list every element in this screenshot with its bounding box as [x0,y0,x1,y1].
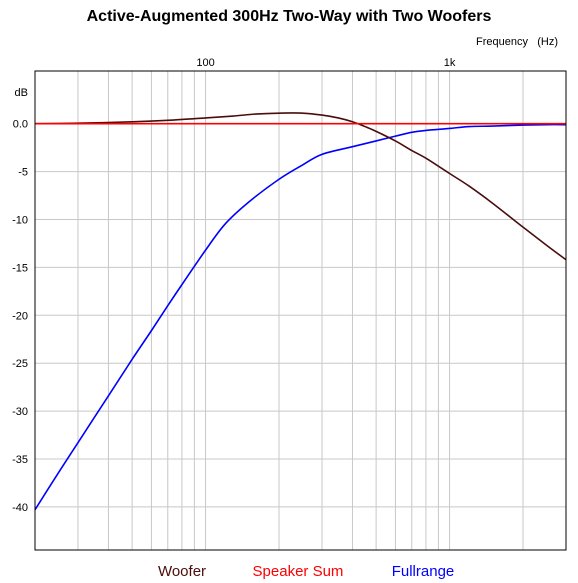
y-tick-label: -15 [12,262,28,274]
x-axis-label: Frequency [476,36,528,48]
y-tick-label: -30 [12,406,28,418]
y-tick-label: -10 [12,214,28,226]
legend: Woofer Speaker Sum Fullrange [158,563,454,580]
x-tick-label: 100 [196,57,214,69]
plot-frame [34,70,567,551]
y-axis-label: dB [15,87,28,99]
y-axis-ticks: 0.0 -5 -10 -15 -20 -25 -30 -35 -40 [12,119,28,514]
legend-item-fullrange: Fullrange [392,563,455,580]
y-tick-label: -20 [12,310,28,322]
y-tick-label: -40 [12,502,28,514]
y-tick-label: -35 [12,454,28,466]
y-tick-label: -5 [18,167,28,179]
y-tick-label: 0.0 [13,119,28,131]
grid [35,71,566,550]
legend-item-speaker-sum: Speaker Sum [253,563,344,580]
chart-title: Active-Augmented 300Hz Two-Way with Two … [87,8,492,25]
series-line-fullrange [34,123,567,511]
x-axis-unit: (Hz) [537,36,558,48]
x-tick-label: 1k [444,57,456,69]
series-lines [34,112,567,511]
legend-item-woofer: Woofer [158,563,206,580]
x-axis-ticks: 100 1k [196,57,456,69]
y-tick-label: -25 [12,358,28,370]
series-line-woofer [34,112,567,261]
